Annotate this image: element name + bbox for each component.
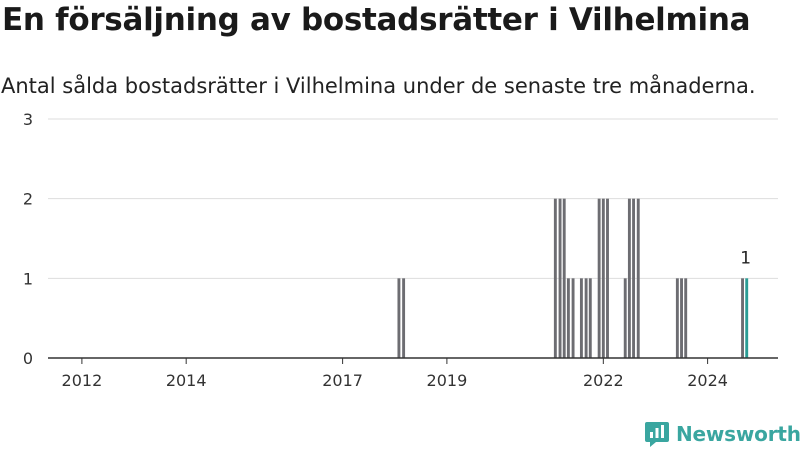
bar	[397, 278, 401, 358]
bar	[562, 198, 566, 358]
y-tick-label: 1	[23, 269, 33, 288]
bar	[402, 278, 406, 358]
x-tick-label: 2017	[322, 371, 363, 390]
bar-highlight	[745, 278, 749, 358]
bar	[632, 198, 636, 358]
bar	[606, 198, 609, 358]
bar	[579, 278, 583, 358]
data-label: 1	[740, 248, 751, 268]
bar	[627, 198, 631, 358]
bar-chart: 0 1 2 3 2012 2014 2017 2019 2022 2024 1	[23, 110, 778, 390]
x-tick-label: 2019	[427, 371, 468, 390]
brand-name: Newsworthy	[676, 422, 800, 446]
chart-title: En försäljning av bostadsrätter i Vilhel…	[2, 2, 751, 38]
bar	[741, 278, 744, 358]
bar	[597, 198, 601, 358]
bar	[680, 278, 683, 358]
brand-logo[interactable]: Newsworthy	[644, 420, 800, 448]
bar	[623, 278, 627, 358]
bar	[601, 198, 605, 358]
bar	[636, 198, 640, 358]
bar	[684, 278, 688, 358]
bar	[588, 278, 592, 358]
x-tick-label: 2024	[687, 371, 728, 390]
chart-subtitle: Antal sålda bostadsrätter i Vilhelmina u…	[1, 74, 756, 98]
bar	[558, 198, 562, 358]
y-tick-label: 3	[23, 110, 33, 129]
y-tick-label: 2	[23, 190, 33, 209]
bar	[566, 278, 570, 358]
x-tick-label: 2022	[583, 371, 624, 390]
x-tick-label: 2014	[166, 371, 207, 390]
bar	[584, 278, 588, 358]
bar	[553, 198, 557, 358]
x-tick-label: 2012	[62, 371, 103, 390]
y-tick-label: 0	[23, 349, 33, 368]
bar	[675, 278, 679, 358]
newsworthy-logo-icon	[645, 422, 669, 447]
bar	[571, 278, 575, 358]
